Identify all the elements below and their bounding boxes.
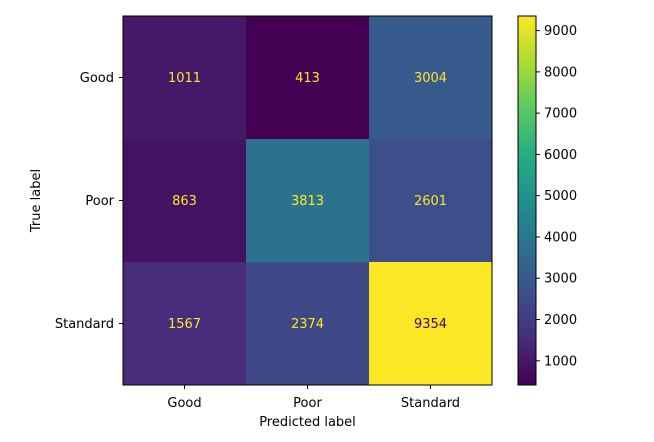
colorbar-tick-label: 6000 bbox=[544, 148, 577, 163]
colorbar-tick-label: 1000 bbox=[544, 354, 577, 369]
y-tick-label: Standard bbox=[55, 317, 114, 332]
x-axis-ticks: Good Poor Standard bbox=[167, 385, 460, 411]
colorbar-tick-label: 3000 bbox=[544, 272, 577, 287]
heatmap-cell bbox=[369, 16, 493, 140]
heatmap-cell bbox=[246, 16, 370, 140]
colorbar-tick-label: 7000 bbox=[544, 107, 577, 122]
heatmap-cell bbox=[123, 139, 247, 263]
y-axis-label: True label bbox=[29, 169, 44, 233]
heatmap-cell bbox=[123, 262, 247, 386]
heatmap-cell bbox=[123, 16, 247, 140]
colorbar-ticks: 1000 2000 3000 4000 5000 6000 7000 8000 9000 bbox=[536, 24, 577, 369]
y-tick-label: Good bbox=[80, 71, 114, 86]
colorbar: 1000 2000 3000 4000 5000 6000 7000 8000 9000 bbox=[517, 15, 577, 386]
cell-value-label: 863 bbox=[172, 194, 197, 209]
x-axis-label: Predicted label bbox=[259, 415, 356, 430]
cell-value-label: 1011 bbox=[168, 71, 201, 86]
heatmap-cell bbox=[369, 262, 493, 386]
colorbar-gradient bbox=[518, 16, 536, 385]
heatmap-cell bbox=[369, 139, 493, 263]
cell-value-label: 9354 bbox=[414, 317, 447, 332]
heatmap-cell bbox=[246, 139, 370, 263]
heatmap: 1011 413 3004 863 3813 2601 1567 2374 9354 Good P… bbox=[55, 15, 493, 411]
x-tick-label: Poor bbox=[293, 396, 322, 411]
x-tick-label: Standard bbox=[401, 396, 460, 411]
y-tick-label: Poor bbox=[85, 194, 114, 209]
colorbar-tick-label: 4000 bbox=[544, 230, 577, 245]
colorbar-frame bbox=[517, 15, 537, 386]
cell-value-label: 3813 bbox=[291, 194, 324, 209]
colorbar-tick-label: 8000 bbox=[544, 65, 577, 80]
colorbar-tick-label: 9000 bbox=[544, 24, 577, 39]
heatmap-cell bbox=[246, 262, 370, 386]
colorbar-tick-label: 2000 bbox=[544, 313, 577, 328]
colorbar-tick-label: 5000 bbox=[544, 189, 577, 204]
cell-value-label: 413 bbox=[295, 71, 320, 86]
cell-value-label: 1567 bbox=[168, 317, 201, 332]
cell-value-label: 2601 bbox=[414, 194, 447, 209]
cell-value-label: 3004 bbox=[414, 71, 447, 86]
y-axis-ticks: Good Poor Standard bbox=[55, 71, 123, 332]
x-tick-label: Good bbox=[167, 396, 201, 411]
cell-value-label: 2374 bbox=[291, 317, 324, 332]
